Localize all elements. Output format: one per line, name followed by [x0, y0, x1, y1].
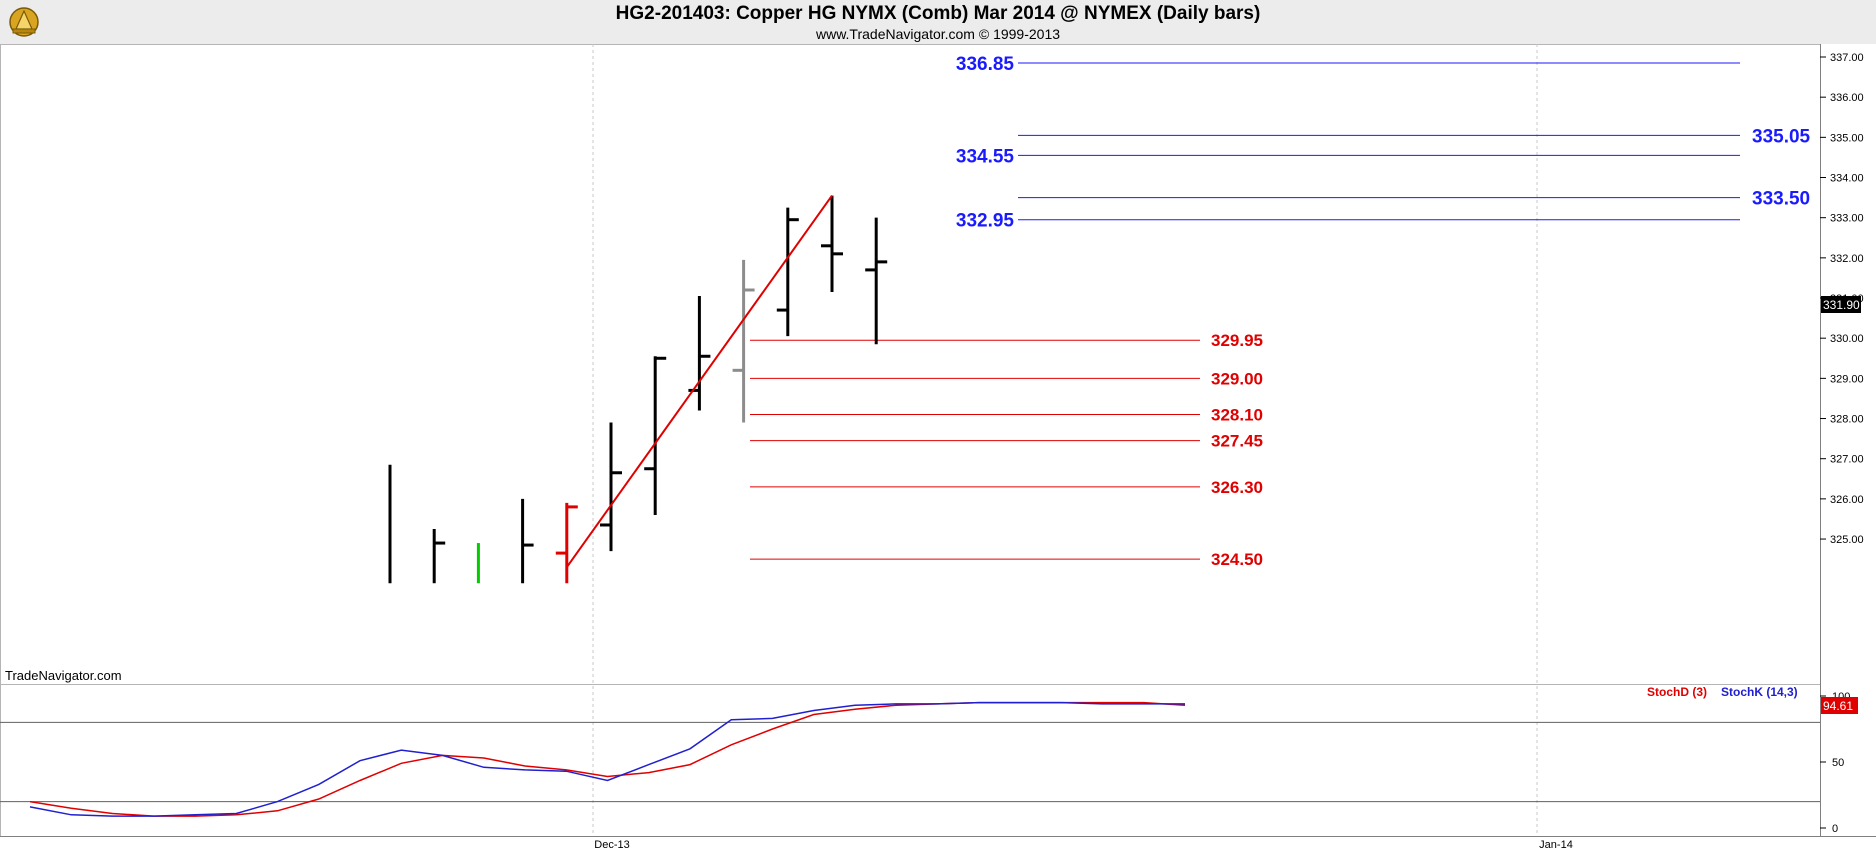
price-tick-label: 336.00 — [1830, 92, 1864, 104]
blue-level-label: 334.55 — [956, 146, 1015, 167]
red-level-label: 328.10 — [1211, 406, 1263, 425]
red-level-label: 329.00 — [1211, 369, 1263, 388]
price-tick-label: 327.00 — [1830, 454, 1864, 466]
last-stoch-label: 94.61 — [1823, 699, 1853, 713]
legend-stochk: StochK (14,3) — [1721, 685, 1798, 699]
red-level-label: 329.95 — [1211, 331, 1263, 350]
stoch-tick-label: 0 — [1832, 823, 1838, 835]
tradenavigator-logo-icon — [9, 7, 39, 37]
price-tick-label: 325.00 — [1830, 534, 1864, 546]
price-tick-label: 328.00 — [1830, 414, 1864, 426]
red-level-label: 324.50 — [1211, 550, 1263, 569]
price-tick-label: 334.00 — [1830, 173, 1864, 185]
price-tick-label: 330.00 — [1830, 333, 1864, 345]
chart-title: HG2-201403: Copper HG NYMX (Comb) Mar 20… — [615, 3, 1261, 24]
x-tick-label-dec-13: Dec-13 — [594, 839, 629, 851]
stoch-tick-label: 50 — [1832, 757, 1844, 769]
trendline — [565, 195, 833, 568]
price-tick-label: 326.00 — [1830, 494, 1864, 506]
red-level-label: 327.45 — [1211, 432, 1263, 451]
legend-stochd: StochD (3) — [1647, 685, 1707, 699]
blue-level-label: 332.95 — [956, 211, 1015, 232]
last-price-box — [1821, 296, 1861, 313]
stochd-series-line — [29, 701, 1186, 817]
stochastic-panel-frame — [0, 684, 1821, 837]
chart-subtitle: www.TradeNavigator.com © 1999-2013 — [815, 26, 1061, 42]
chart-header: HG2-201403: Copper HG NYMX (Comb) Mar 20… — [0, 0, 1876, 44]
x-tick-label-jan-14: Jan-14 — [1539, 839, 1573, 851]
blue-level-label: 333.50 — [1752, 189, 1810, 210]
price-panel-frame — [0, 44, 1821, 685]
last-price-label: 331.90 — [1823, 298, 1860, 312]
price-tick-label: 332.00 — [1830, 253, 1864, 265]
last-stoch-box — [1821, 697, 1858, 714]
price-tick-label: 337.00 — [1830, 52, 1864, 64]
blue-level-label: 335.05 — [1752, 126, 1811, 147]
price-tick-label: 329.00 — [1830, 373, 1864, 385]
red-level-label: 326.30 — [1211, 478, 1263, 497]
watermark: TradeNavigator.com — [5, 668, 122, 683]
blue-level-label: 336.85 — [956, 54, 1015, 75]
stochk-series-line — [29, 701, 1185, 817]
price-tick-label: 335.00 — [1830, 132, 1864, 144]
price-tick-label: 333.00 — [1830, 213, 1864, 225]
